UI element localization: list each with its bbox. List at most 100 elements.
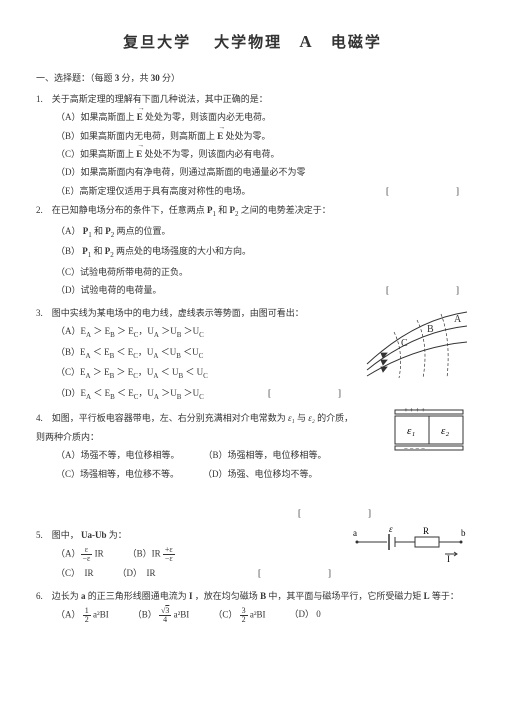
vector-E-icon: E xyxy=(137,110,143,125)
q4-opt-B: （B）场强相等，电位移相等。 xyxy=(204,448,327,463)
q5-stem: 5. 图中， Ua-Ub 为： xyxy=(36,528,341,543)
q6-var-I: I xyxy=(189,591,193,601)
q1-opt-C: （C）如果高斯面上 E 处处不为零，则该面内必有电荷。 xyxy=(56,147,469,162)
q2-A-tail: 两点的位置。 xyxy=(117,226,171,236)
q4-b: 的介质， xyxy=(317,413,353,423)
q1-A-a: （A）如果高斯面上 xyxy=(56,112,135,122)
sec1-total: 30 xyxy=(151,73,160,83)
q6-opt-C: （C） 32 a²BI xyxy=(213,607,265,624)
sec1-c: 分） xyxy=(162,73,180,83)
q3-stem: 3. 图中实线为某电场中的电力线，虚线表示等势面，由图可看出： xyxy=(36,306,351,321)
q5-uaub: Ua-Ub xyxy=(81,530,107,540)
q4-stem2: 则两种介质内： xyxy=(36,430,381,445)
q5-opt-B: （B）IR +ε−ε xyxy=(128,546,175,563)
section-1-header: 一、选择题：（每题 3 分，共 30 分） xyxy=(36,71,469,86)
q6A-l: （A） xyxy=(56,610,81,620)
fig5-R: R xyxy=(423,526,429,536)
q2-D-text: （D）试验电荷的电荷量。 xyxy=(56,285,162,295)
q3-opt-D: （D）EA ＜ EB ＜ EC，UA ＞UB ＞UC [ ] xyxy=(56,386,351,404)
q2-opt-D: （D）试验电荷的电荷量。 [ ] xyxy=(56,283,469,298)
answer-bracket: [ ] xyxy=(258,566,341,581)
q4-eps2: ε₂ xyxy=(308,413,315,423)
svg-text:− − − −: − − − − xyxy=(404,445,425,453)
fig3-label-C: C xyxy=(401,338,408,349)
q6-opt-B: （B） √34 a²BI xyxy=(133,607,190,624)
q2-opt-C: （C）试验电荷所带电荷的正负。 xyxy=(56,265,469,280)
q1-E-text: （E）高斯定理仅适用于具有高度对称性的电场。 xyxy=(56,186,251,196)
q1-B-b: 处处为零。 xyxy=(226,131,271,141)
q2-opt-B: （B） P1 和 P2 两点处的电场强度的大小和方向。 xyxy=(56,244,469,262)
q2-a: 2. 在已知静电场分布的条件下，任意两点 xyxy=(36,205,205,215)
q5-a: 5. 图中， xyxy=(36,530,79,540)
q4-and: 与 xyxy=(297,413,306,423)
q6D-v: 0 xyxy=(316,609,321,619)
q4-opt-C: （C）场强相等，电位移不等。 xyxy=(56,467,179,482)
q5-opt-A: （A）ε−ε IR xyxy=(56,546,104,563)
q6-d: 中，其平面与磁场平行，它所受磁力矩 xyxy=(268,591,421,601)
q2A-s1: 1 xyxy=(88,230,92,238)
q1-C-a: （C）如果高斯面上 xyxy=(56,149,134,159)
q6-b: 的正三角形线圈通电流为 xyxy=(88,591,187,601)
fig3-label-B: B xyxy=(427,324,434,335)
q6C-l: （C） xyxy=(213,610,237,620)
q6B-d: 4 xyxy=(159,616,171,624)
title-letter: A xyxy=(299,32,313,51)
q2-B-lead: （B） xyxy=(56,246,80,256)
svg-text:+ + + +: + + + + xyxy=(404,407,425,414)
q2A-s2: 2 xyxy=(111,230,115,238)
q4-opt-D: （D）场强、电位移均不等。 xyxy=(203,467,318,482)
sec1-pts: 3 xyxy=(115,73,120,83)
q4-figure: + + + + − − − − ε₁ ε₂ xyxy=(389,407,469,453)
q1-A-E: E xyxy=(137,112,143,122)
q1-opt-B: （B）如果高斯面内无电荷，则高斯面上 E 处处为零。 xyxy=(56,129,469,144)
vector-E-icon: E xyxy=(136,147,142,162)
q1-A-b: 处处为零，则该面内必无电荷。 xyxy=(145,112,271,122)
q6-var-L: L xyxy=(424,591,430,601)
q2-p1-sub: 1 xyxy=(213,210,217,218)
q2-B-tail: 两点处的电场强度的大小和方向。 xyxy=(116,246,251,256)
q3-figure: A B C xyxy=(359,302,469,382)
q1-B-a: （B）如果高斯面内无电荷，则高斯面上 xyxy=(56,131,215,141)
title-university: 复旦大学 xyxy=(123,35,191,51)
q6-stem: 6. 边长为 a 的正三角形线圈通电流为 I ，放在均匀磁场 B 中，其平面与磁… xyxy=(36,589,469,604)
q2-A-lead: （A） xyxy=(56,226,81,236)
q4-opt-A: （A）场强不等，电位移相等。 xyxy=(56,448,180,463)
fig5-eps: ε xyxy=(389,524,393,534)
q1-opt-A: （A）如果高斯面上 E 处处为零，则该面内必无电荷。 xyxy=(56,110,469,125)
q6A-d: 2 xyxy=(83,616,91,624)
q6-options: （A） 12 a²BI （B） √34 a²BI （C） 32 a²BI （D）… xyxy=(56,607,469,624)
answer-bracket: [ ] xyxy=(298,506,381,521)
answer-bracket: [ ] xyxy=(386,283,469,298)
q6C-b: a²BI xyxy=(250,610,266,620)
q4-a: 4. 如图，平行板电容器带电，左、右分别充满相对介电常数为 xyxy=(36,413,286,423)
fig5-b: b xyxy=(461,528,466,538)
sec1-a: 一、选择题：（每题 xyxy=(36,73,113,83)
fig5-I: I xyxy=(447,554,450,564)
fig3-label-A: A xyxy=(454,314,462,325)
q2-mid: 和 xyxy=(218,205,227,215)
q5-figure: a b ε R I xyxy=(349,524,469,564)
answer-bracket: [ ] xyxy=(268,386,351,401)
q5-b: 为： xyxy=(109,530,127,540)
page-title: 复旦大学 大学物理 A 电磁学 xyxy=(36,28,469,57)
q1-C-E: E xyxy=(136,149,142,159)
q6A-b: a²BI xyxy=(93,610,109,620)
q1-opt-E: （E）高斯定理仅适用于具有高度对称性的电场。 [ ] xyxy=(56,184,469,199)
q6B-n: 3 xyxy=(165,606,169,615)
q2B-s2: 2 xyxy=(110,251,114,259)
fig4-eps1: ε₁ xyxy=(407,425,415,437)
q1-B-E: E xyxy=(217,131,223,141)
fig5-a: a xyxy=(353,528,357,538)
q6B-b: a²BI xyxy=(174,610,190,620)
q2-stem: 2. 在已知静电场分布的条件下，任意两点 P1 和 P2 之间的电势差决定于： xyxy=(36,203,469,221)
q6-e: 等于： xyxy=(432,591,459,601)
q5-opt-C: （C） IR xyxy=(56,566,94,581)
q6B-l: （B） xyxy=(133,610,157,620)
q4-eps1: ε₁ xyxy=(288,413,295,423)
q6-a: 6. 边长为 xyxy=(36,591,79,601)
q6-c: ，放在均匀磁场 xyxy=(195,591,258,601)
q2B-s1: 1 xyxy=(88,251,92,259)
sec1-b: 分，共 xyxy=(122,73,149,83)
answer-bracket: [ ] xyxy=(386,184,469,199)
title-course: 大学物理 xyxy=(214,35,282,51)
